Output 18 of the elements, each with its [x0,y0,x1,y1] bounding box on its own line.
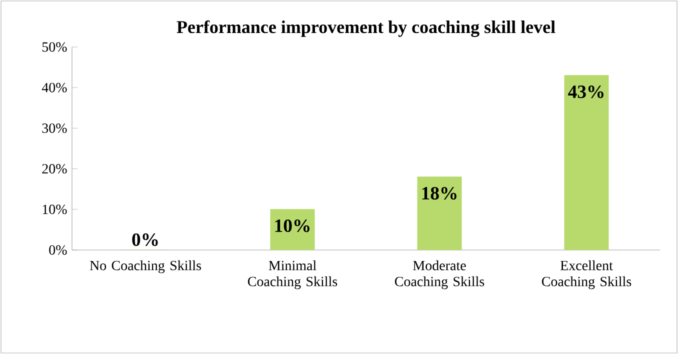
chart-title: Performance improvement by coaching skill level [176,20,556,37]
y-tick-label: 10% [42,204,67,214]
y-tick-label: 20% [42,164,67,174]
y-tick-label: 40% [42,82,67,92]
data-label: 0% [132,233,158,246]
data-label: 10% [275,219,310,232]
bar [417,176,462,250]
y-tick-label: 0% [49,245,67,255]
bar [270,209,315,250]
data-label: 18% [422,186,456,200]
x-tick-label: Minimal Coaching Skills [248,260,338,290]
y-tick-label: 50% [42,42,67,52]
data-label: 43% [568,85,604,98]
x-tick-label: No Coaching Skills [90,260,201,274]
x-tick-label: Moderate Coaching Skills [394,260,484,290]
y-tick-label: 30% [42,123,67,133]
bar [564,75,609,250]
x-tick-label: Excellent Coaching Skills [542,260,632,290]
